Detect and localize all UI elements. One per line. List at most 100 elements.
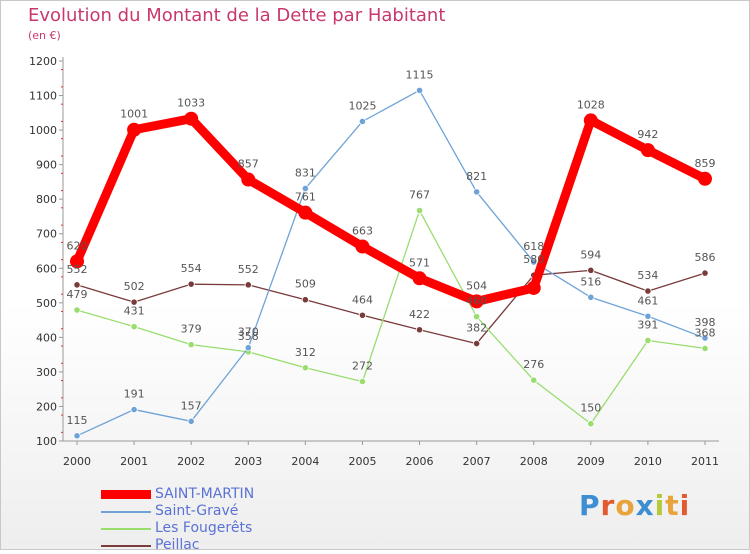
x-tick-label: 2003 (234, 455, 262, 468)
data-point (415, 326, 424, 334)
data-label: 370 (238, 326, 259, 339)
legend-swatch (101, 545, 151, 547)
series-line (76, 269, 706, 345)
x-tick-label: 2008 (520, 455, 548, 468)
legend-label: SAINT-MARTIN (155, 486, 255, 502)
legend-swatch (101, 511, 151, 513)
y-tick-label: 700 (36, 228, 57, 241)
data-label: 534 (637, 269, 658, 282)
data-label: 767 (409, 189, 430, 202)
legend-swatch (101, 490, 151, 499)
x-tick-label: 2010 (634, 455, 662, 468)
data-label: 620 (67, 239, 88, 252)
x-tick-label: 2009 (577, 455, 605, 468)
data-label: 857 (238, 157, 259, 170)
y-tick-label: 300 (36, 366, 57, 379)
data-label: 358 (238, 330, 259, 343)
data-point (530, 376, 538, 384)
data-label: 157 (181, 399, 202, 412)
data-point (244, 344, 252, 352)
data-label: 554 (181, 262, 202, 275)
data-label: 509 (295, 278, 316, 291)
data-label: 552 (238, 263, 259, 276)
data-point (415, 86, 424, 94)
data-point (473, 339, 481, 348)
data-point (358, 117, 367, 126)
data-label: 379 (181, 323, 202, 336)
data-point (644, 336, 652, 345)
y-tick-label: 800 (36, 193, 57, 206)
data-point (701, 344, 709, 353)
data-label: 312 (295, 346, 316, 359)
data-point (73, 281, 81, 289)
y-tick-label: 1200 (29, 55, 57, 68)
data-point (587, 293, 595, 301)
data-point (469, 294, 484, 309)
data-label: 594 (580, 248, 601, 261)
data-point (73, 432, 81, 440)
data-point (530, 258, 538, 266)
data-point (698, 171, 712, 186)
data-point (187, 280, 195, 288)
y-tick-label: 900 (36, 159, 57, 172)
data-label: 460 (466, 295, 487, 308)
data-label: 398 (695, 316, 716, 329)
data-point (587, 420, 595, 428)
data-point (70, 254, 84, 269)
data-label: 504 (466, 279, 487, 292)
data-point (583, 113, 598, 128)
data-label: 479 (67, 288, 88, 301)
data-point (587, 266, 595, 274)
x-tick-label: 2005 (348, 455, 376, 468)
data-label: 1115 (406, 68, 434, 81)
proxiti-logo: Proxiti (579, 489, 691, 522)
x-tick-label: 2006 (406, 455, 434, 468)
y-tick-label: 1000 (29, 124, 57, 137)
series-line (76, 209, 706, 425)
data-point (127, 122, 142, 137)
data-label: 461 (637, 294, 658, 307)
y-tick-label: 600 (36, 262, 57, 275)
legend-swatch (101, 528, 151, 530)
data-label: 191 (124, 388, 145, 401)
y-tick-label: 1100 (29, 90, 57, 103)
x-tick-label: 2001 (120, 455, 148, 468)
data-point (358, 377, 367, 386)
data-point (241, 172, 256, 187)
data-point (130, 298, 138, 306)
data-point (187, 341, 195, 349)
data-point (355, 239, 370, 254)
data-label: 942 (637, 128, 658, 141)
data-label: 1033 (177, 97, 205, 110)
legend-label: Les Fougerêts (155, 520, 253, 536)
data-point (301, 296, 309, 304)
data-label: 1028 (577, 98, 605, 111)
data-label: 431 (124, 305, 145, 318)
data-point (644, 312, 652, 320)
data-label: 859 (695, 157, 716, 170)
x-tick-label: 2004 (291, 455, 319, 468)
series-line (72, 114, 710, 306)
data-point (187, 417, 195, 425)
data-point (301, 184, 309, 193)
data-label: 272 (352, 360, 373, 373)
data-label: 422 (409, 308, 430, 321)
x-tick-label: 2007 (463, 455, 491, 468)
data-label: 1001 (120, 108, 148, 121)
data-label: 663 (352, 225, 373, 238)
data-label: 368 (695, 326, 716, 339)
data-label: 150 (580, 402, 601, 415)
data-point (130, 405, 138, 414)
data-label: 1025 (348, 99, 376, 112)
data-point (73, 306, 81, 314)
data-point (701, 334, 709, 342)
data-label: 516 (580, 275, 601, 288)
data-point (298, 205, 313, 220)
chart-title: Evolution du Montant de la Dette par Hab… (28, 5, 446, 26)
data-point (473, 188, 481, 196)
data-label: 761 (295, 191, 316, 204)
data-label: 276 (523, 358, 544, 371)
y-tick-label: 400 (36, 331, 57, 344)
